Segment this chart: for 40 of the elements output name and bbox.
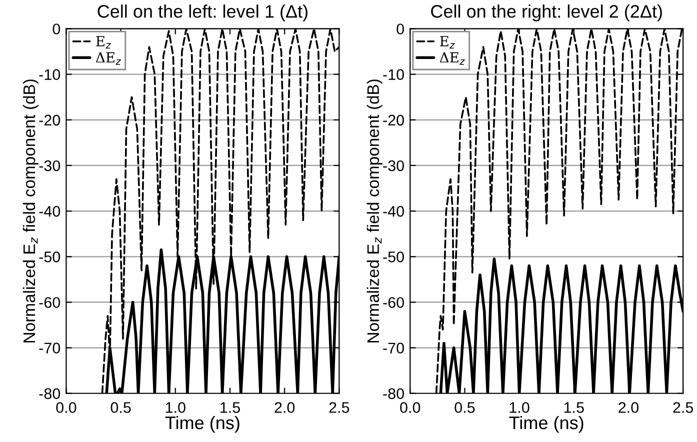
legend-label: E$_{z}$ bbox=[440, 36, 455, 48]
y-tick-label: 0 bbox=[52, 24, 60, 34]
y-tick-label: -40 bbox=[39, 206, 60, 217]
y-tick-label: -30 bbox=[39, 160, 60, 172]
y-tick-label: -40 bbox=[383, 206, 404, 217]
x-tick-label: 2.5 bbox=[673, 402, 694, 413]
x-axis-title: Time (ns) bbox=[165, 416, 240, 433]
x-tick-label: 1.5 bbox=[564, 402, 584, 413]
y-tick-label: -60 bbox=[39, 297, 60, 308]
x-tick-label: 0.0 bbox=[400, 402, 420, 413]
y-tick-label: -30 bbox=[383, 160, 404, 172]
legend-label: ΔE$_{z}$ bbox=[96, 52, 121, 65]
x-tick-label: 2.0 bbox=[618, 402, 638, 413]
legend-label: ΔE$_{z}$ bbox=[440, 52, 465, 65]
y-tick-label: -20 bbox=[383, 114, 404, 126]
y-tick-label: -50 bbox=[39, 252, 60, 262]
x-axis-title: Time (ns) bbox=[509, 416, 584, 433]
x-tick-label: 1.5 bbox=[220, 402, 240, 413]
x-tick-label: 0.5 bbox=[110, 402, 131, 413]
x-tick-label: 2.0 bbox=[274, 402, 295, 413]
x-tick-label: 0.0 bbox=[56, 402, 76, 413]
x-tick-label: 1.0 bbox=[510, 402, 530, 413]
y-axis-title: Normalized E$_{z}$ field component (dB) bbox=[22, 80, 38, 342]
x-tick-label: 0.5 bbox=[454, 402, 475, 413]
y-tick-label: -80 bbox=[383, 388, 404, 400]
chart-title: Cell on the right: level 2 (2Δt) bbox=[431, 4, 662, 22]
y-tick-label: -10 bbox=[39, 69, 60, 80]
chart-title: Cell on the left: level 1 (Δt) bbox=[98, 4, 308, 22]
y-tick-label: -70 bbox=[383, 342, 404, 354]
x-tick-label: 2.5 bbox=[329, 402, 350, 413]
y-tick-label: -10 bbox=[383, 69, 404, 80]
legend-label: E$_{z}$ bbox=[96, 36, 111, 48]
y-axis-title: Normalized E$_{z}$ field component (dB) bbox=[366, 80, 382, 342]
y-tick-label: 0 bbox=[396, 24, 404, 34]
x-tick-label: 1.0 bbox=[166, 402, 186, 413]
y-tick-label: -50 bbox=[383, 252, 404, 262]
y-tick-label: -20 bbox=[39, 114, 60, 126]
y-tick-label: -70 bbox=[39, 342, 60, 354]
y-tick-label: -80 bbox=[39, 388, 60, 400]
y-tick-label: -60 bbox=[383, 297, 404, 308]
